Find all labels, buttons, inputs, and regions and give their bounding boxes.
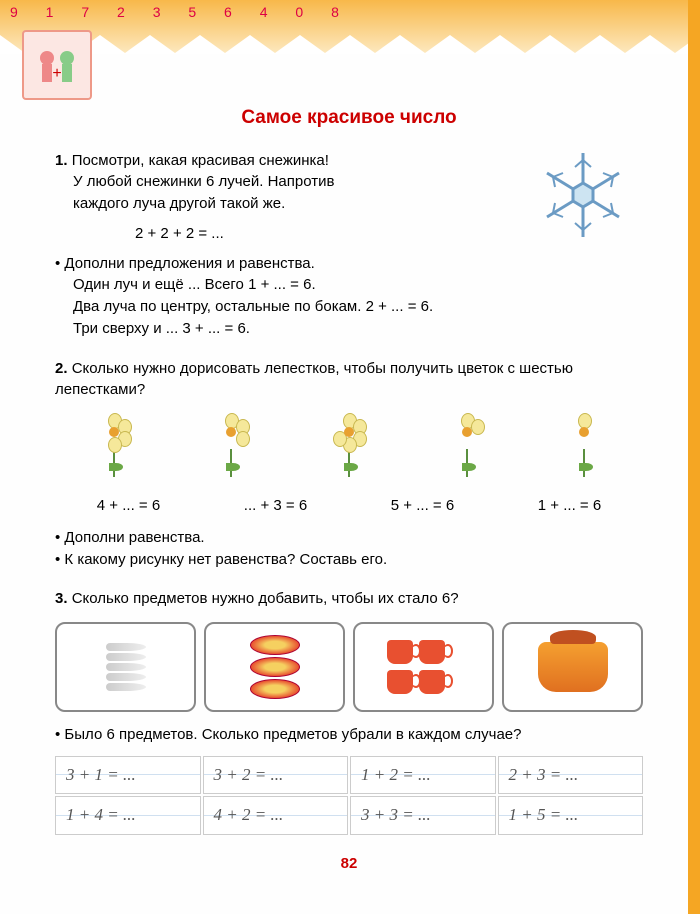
ex2-equations: 4 + ... = 6 ... + 3 = 6 5 + ... = 6 1 + ...… (55, 495, 643, 517)
equation: 4 + ... = 6 (97, 495, 160, 517)
ex2-bullet2: К какому рисунку нет равенства? Составь … (64, 551, 387, 568)
grid-equation: 2 + 3 = ... (498, 756, 644, 795)
grid-equation: 3 + 3 = ... (350, 796, 496, 835)
pot-box (502, 622, 643, 712)
ex1-bullet1: Дополни предложения и равенства. (64, 255, 314, 272)
flower-5petals (324, 415, 374, 485)
page-content: Самое красивое число 1. Посмотри, какая … (0, 54, 688, 885)
snowflake-icon (533, 145, 633, 245)
section-badge-icon: + (22, 30, 92, 100)
ex2-bullet1: Дополни равенства. (64, 529, 204, 546)
flower-4petals (89, 415, 139, 485)
ex3-bullet1: Было 6 предметов. Сколько предметов убра… (64, 726, 521, 743)
grid-equation: 4 + 2 = ... (203, 796, 349, 835)
page-number: 82 (55, 853, 643, 875)
svg-text:+: + (52, 65, 61, 82)
plates-box (204, 622, 345, 712)
flower-3petals (206, 415, 256, 485)
exercise-2: 2. Сколько нужно дорисовать лепестков, ч… (55, 358, 643, 571)
grid-equation: 1 + 2 = ... (350, 756, 496, 795)
spoons-box (55, 622, 196, 712)
ex1-number: 1. (55, 152, 68, 169)
textbook-page: 9 1 7 2 3 5 6 4 0 8 + Самое красивое чис… (0, 0, 700, 914)
equation: 5 + ... = 6 (391, 495, 454, 517)
ex2-number: 2. (55, 360, 68, 377)
equation: 1 + ... = 6 (538, 495, 601, 517)
ex2-question: Сколько нужно дорисовать лепестков, чтоб… (55, 360, 573, 399)
flower-1petals (559, 415, 609, 485)
ex1-bullet2: Один луч и ещё ... Всего 1 + ... = 6. (73, 274, 643, 296)
grid-equation: 1 + 5 = ... (498, 796, 644, 835)
grid-equation: 3 + 2 = ... (203, 756, 349, 795)
exercise-3: 3. Сколько предметов нужно добавить, что… (55, 588, 643, 835)
flowers-row (55, 415, 643, 485)
page-title: Самое красивое число (55, 104, 643, 132)
ex1-bullet3: Два луча по центру, остальные по бокам. … (73, 296, 643, 318)
objects-row (55, 622, 643, 712)
grid-equation: 1 + 4 = ... (55, 796, 201, 835)
exercise-1: 1. Посмотри, какая красивая снежинка! У … (55, 150, 643, 340)
ex3-number: 3. (55, 590, 68, 607)
grid-equation: 3 + 1 = ... (55, 756, 201, 795)
zigzag-border (0, 35, 688, 54)
ex3-question: Сколько предметов нужно добавить, чтобы … (72, 590, 459, 607)
cups-box (353, 622, 494, 712)
flower-2petals (442, 415, 492, 485)
decorative-header: 9 1 7 2 3 5 6 4 0 8 (0, 0, 688, 54)
header-numbers: 9 1 7 2 3 5 6 4 0 8 (0, 0, 688, 24)
ex1-bullet4: Три сверху и ... 3 + ... = 6. (73, 318, 643, 340)
equation: ... + 3 = 6 (244, 495, 307, 517)
ex1-line1: Посмотри, какая красивая снежинка! (72, 152, 329, 169)
equation-grid: 3 + 1 = ...3 + 2 = ...1 + 2 = ...2 + 3 =… (55, 756, 643, 835)
